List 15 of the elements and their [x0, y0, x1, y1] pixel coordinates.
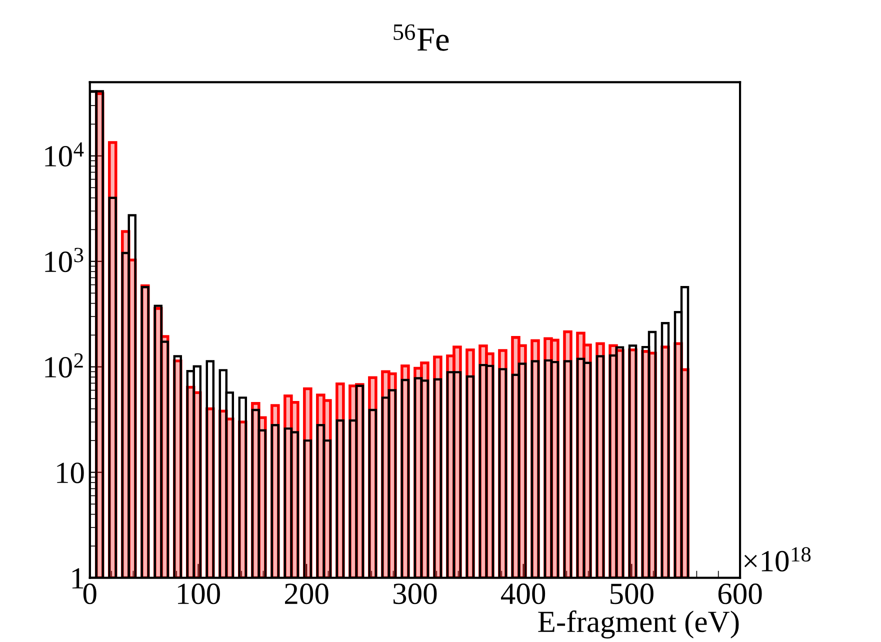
text: ×10$^{18}$ [744, 547, 811, 572]
y-tick-label: 10$^{3}$ [45, 248, 84, 272]
x-tick-label: 500 [610, 584, 654, 604]
y-tick-label: 10$^{4}$ [45, 142, 84, 167]
x-tick-label: 100 [178, 584, 220, 604]
y-tick-label: 10 [57, 462, 84, 484]
x-tick-label: 400 [500, 584, 546, 604]
x-tick-label: 300 [393, 584, 437, 604]
x-tick-label: 600 [718, 584, 762, 604]
x-tick-label: 200 [285, 584, 328, 604]
chart-title: $^{56}$Fe [394, 24, 449, 51]
y-tick-label: 1 [72, 568, 84, 588]
y-tick-label: 10$^{2}$ [45, 353, 83, 378]
x-axis-title: E-fragment (eV) [538, 610, 739, 638]
x-tick-label: 0 [83, 584, 96, 604]
